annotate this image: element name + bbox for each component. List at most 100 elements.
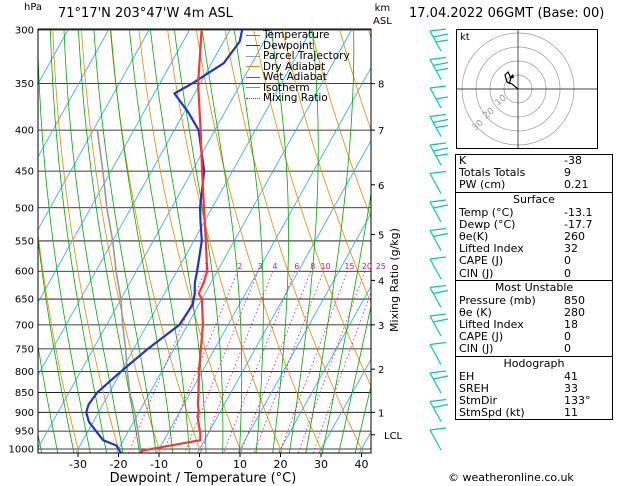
index-name: Pressure (mb) — [459, 293, 536, 307]
index-row: CIN (J) 0 — [456, 343, 612, 355]
wet-adiabat — [233, 29, 264, 453]
x-tick-label: 40 — [355, 458, 369, 471]
pressure-tick-label: 1000 — [9, 445, 34, 456]
index-row: Lifted Index 32 — [456, 242, 612, 256]
legend-label: Wet Adiabat — [263, 71, 327, 83]
pressure-tick-label: 300 — [15, 26, 34, 37]
index-row: StmDir 133° — [456, 394, 612, 407]
index-name: CIN (J) — [459, 266, 494, 280]
dry-adiabat — [167, 29, 283, 453]
mixing-ratio-line — [279, 271, 348, 453]
legend-item: Wet Adiabat — [246, 72, 350, 83]
km-tick-label: 7 — [378, 126, 384, 137]
index-name: θe (K) — [459, 305, 492, 319]
index-value: 280 — [564, 305, 585, 319]
legend-item: Mixing Ratio — [246, 93, 350, 104]
mixing-ratio-label: 2 — [237, 262, 242, 271]
datetime-label: 17.04.2022 06GMT (Base: 00) — [409, 6, 605, 21]
isotherm — [196, 139, 371, 453]
wet-adiabat — [38, 41, 91, 453]
pressure-tick-label: 650 — [15, 295, 34, 306]
mixing-ratio-label: 8 — [310, 262, 315, 271]
dry-adiabat — [38, 230, 80, 453]
dry-adiabat — [253, 29, 371, 387]
index-name: CIN (J) — [459, 342, 494, 356]
wet-adiabat — [150, 29, 207, 453]
index-name: StmSpd (kt) — [459, 406, 525, 420]
dewpoint-line — [85, 29, 244, 453]
index-row: EH 41 — [456, 369, 612, 383]
isotherm — [318, 358, 371, 453]
wind-barb — [429, 398, 449, 422]
index-row: CAPE (J) 0 — [456, 331, 612, 343]
mixing-ratio-line — [297, 271, 366, 453]
x-tick-label: -20 — [110, 458, 128, 471]
index-row: Totals Totals 9 — [456, 166, 612, 180]
index-value: 0 — [564, 330, 571, 344]
legend-swatch — [246, 87, 260, 89]
km-asl-label: km ASL — [373, 2, 392, 28]
wet-adiabat — [50, 29, 108, 453]
index-name: SREH — [459, 381, 489, 395]
index-row: Pressure (mb) 850 — [456, 293, 612, 307]
pressure-tick-label: 850 — [15, 388, 34, 399]
index-value: 260 — [564, 229, 585, 243]
legend-label: Dry Adiabat — [263, 60, 326, 73]
isotherm — [38, 29, 231, 377]
pressure-unit-label: hPa — [24, 2, 43, 13]
asl-label: ASL — [373, 16, 392, 27]
wet-adiabat — [110, 29, 174, 453]
index-value: 11 — [564, 406, 578, 420]
storm-motion-marker — [509, 74, 514, 78]
index-row: StmSpd (kt) 11 — [456, 406, 612, 420]
wind-barb — [429, 313, 449, 337]
pressure-tick-label: 900 — [15, 408, 34, 419]
index-value: 32 — [564, 242, 578, 256]
mixing-ratio-label: 20 — [362, 262, 372, 271]
legend-item: Dry Adiabat — [246, 60, 350, 73]
wet-adiabat — [338, 304, 371, 453]
station-title: 71°17'N 203°47'W 4m ASL — [58, 6, 233, 21]
pressure-tick-label: 350 — [15, 79, 34, 90]
index-name: K — [459, 154, 467, 167]
wet-adiabat — [78, 29, 140, 453]
mixing-ratio-label: 4 — [272, 262, 277, 271]
isotherm — [0, 30, 28, 466]
index-name: Lifted Index — [459, 242, 524, 256]
x-axis-label: Dewpoint / Temperature (°C) — [110, 471, 297, 486]
mixing-ratio-line — [253, 271, 324, 453]
legend-swatch — [246, 45, 260, 47]
index-name: EH — [459, 369, 475, 383]
mixing-ratio-label: 15 — [344, 262, 354, 271]
dry-adiabat — [195, 29, 324, 453]
km-tick-label: 6 — [378, 181, 384, 192]
wind-barb — [429, 341, 447, 365]
km-tick-label: 4 — [378, 276, 384, 287]
legend-label: Dewpoint — [263, 39, 313, 52]
index-name: PW (cm) — [459, 178, 506, 192]
index-value: 18 — [564, 318, 578, 332]
wind-barb — [429, 113, 449, 137]
mixing-ratio-label: 10 — [320, 262, 330, 271]
index-value: 9 — [564, 166, 571, 180]
isotherm — [277, 285, 371, 453]
mixing-ratio-line — [240, 271, 312, 453]
legend-item: Dewpoint — [246, 39, 350, 52]
wet-adiabat — [38, 343, 59, 453]
wet-adiabat — [174, 29, 224, 453]
pressure-tick-label: 400 — [15, 126, 34, 137]
index-value: 133° — [564, 394, 591, 407]
wind-barb — [429, 28, 449, 52]
pressure-tick-label: 550 — [15, 236, 34, 247]
index-name: Totals Totals — [459, 166, 526, 180]
pressure-tick-label: 500 — [15, 203, 34, 214]
mixing-ratio-line — [199, 271, 274, 453]
isotherm — [38, 29, 109, 158]
pressure-tick-label: 700 — [15, 320, 34, 331]
index-name: θe(K) — [459, 229, 489, 243]
wet-adiabat — [201, 29, 243, 453]
index-value: 0 — [564, 266, 571, 280]
dry-adiabat — [282, 29, 371, 304]
legend-swatch — [246, 76, 260, 78]
index-row: Temp (°C) -13.1 — [456, 206, 612, 219]
